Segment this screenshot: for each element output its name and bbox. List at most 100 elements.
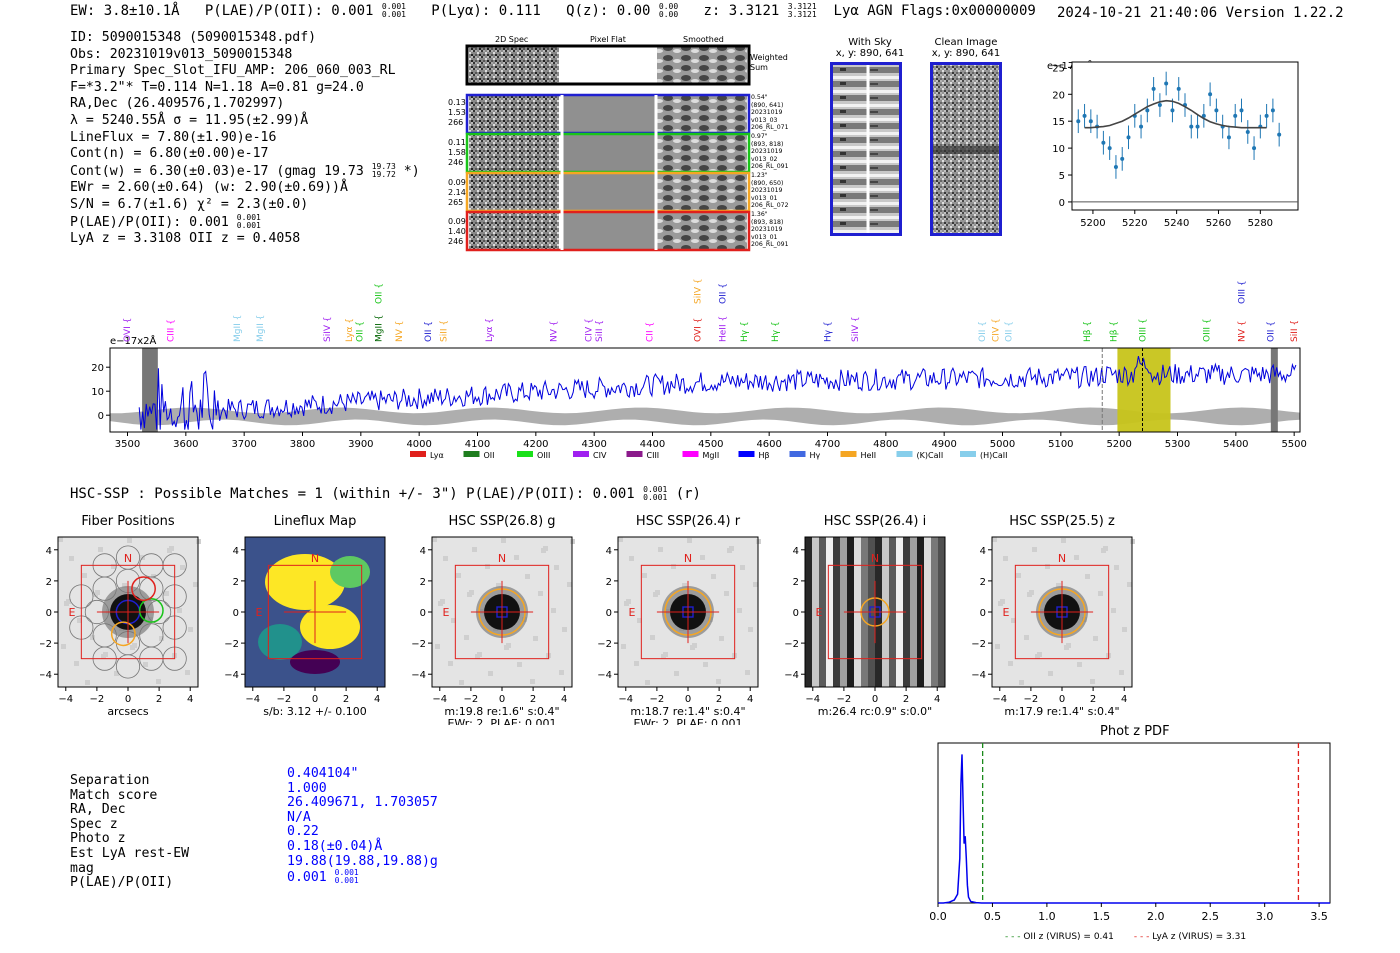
spectrum-line-label: OIII { xyxy=(1238,280,1248,304)
line-fit-point xyxy=(1107,146,1112,151)
hsc-noise-pixel xyxy=(167,548,172,553)
info-ewr: EWr = 2.60(±0.64) (w: 2.90(±0.69))Å xyxy=(70,180,348,196)
hsc-noise-pixel xyxy=(472,547,477,552)
line-fit-point xyxy=(1270,108,1275,113)
hsc-noise-pixel xyxy=(1127,582,1132,587)
hsc-xtick-label: 4 xyxy=(1121,694,1127,705)
photz-pdf-line xyxy=(938,754,1330,904)
spectrum-xtick-label: 3800 xyxy=(290,439,315,450)
spectrum-legend-swatch xyxy=(738,451,755,457)
fiber-secondary xyxy=(138,598,164,623)
spectrum-xtick-label: 4500 xyxy=(698,439,723,450)
hsc-i-stripe xyxy=(812,537,819,687)
hsc-noise-pixel xyxy=(114,671,119,676)
cutout-row-1 xyxy=(465,93,751,135)
match-value-ew: 0.18(±0.04)Å xyxy=(287,838,383,854)
hsc-caption-2: EWr: 2, PLAE: 0.001 xyxy=(633,717,742,725)
spectrum-line-label: SiII { xyxy=(440,320,450,342)
hsc-xtick-label: 0 xyxy=(499,694,505,705)
info-block: ID: 5090015348 (5090015348.pdf) Obs: 202… xyxy=(70,30,420,248)
spectrum-xtick-label: 4300 xyxy=(581,439,606,450)
hsc-i-stripe xyxy=(819,537,826,687)
hsc-noise-pixel xyxy=(559,670,564,675)
hsc-noise-pixel xyxy=(645,680,650,685)
hsc-noise-pixel xyxy=(1032,547,1037,552)
hsc-noise-pixel xyxy=(624,601,629,606)
header-qz: Q(z): 0.00 xyxy=(566,3,651,19)
hsc-noise-pixel xyxy=(432,537,437,542)
spectrum-line-label: Lyα { xyxy=(345,318,355,342)
hsc-xtick-label: 2 xyxy=(530,694,536,705)
hsc-xtick-label: −4 xyxy=(992,694,1007,705)
east-label: E xyxy=(629,606,636,619)
info-id: ID: 5090015348 (5090015348.pdf) xyxy=(70,30,317,45)
hsc-noise-pixel xyxy=(727,548,732,553)
spectrum-xtick-label: 5100 xyxy=(1048,439,1073,450)
hsc-xtick-label: 2 xyxy=(343,694,349,705)
hsc-noise-pixel xyxy=(618,537,623,542)
hsc-ytick-label: 4 xyxy=(980,546,986,557)
hsc-xtick-label: 4 xyxy=(374,694,380,705)
fiber-third xyxy=(131,576,156,602)
cutout-stats-row-3: 0.09 2.14 265 xyxy=(448,178,466,207)
hsc-ytick-label: −4 xyxy=(411,670,426,681)
hsc-caption: s/b: 3.12 +/- 0.100 xyxy=(263,705,367,718)
info-lambda: λ = 5240.55Å σ = 11.95(±2.99)Å xyxy=(70,112,309,128)
cutout-meta-row-2: 0.97" (893, 818) 20231019 v013_02 206_RL_091 xyxy=(751,133,789,171)
match-values: 0.404104" 1.000 26.409671, 1.703057 N/A … xyxy=(287,766,438,886)
hsc-noise-pixel xyxy=(700,555,705,560)
header-plae-hi: 0.001 xyxy=(381,2,406,11)
spectrum-xtick-label: 4100 xyxy=(465,439,490,450)
cutout-stats-row-4: 0.09 1.40 246 xyxy=(448,217,466,246)
spectrum-xtick-label: 4200 xyxy=(523,439,548,450)
hsc-ytick-label: −2 xyxy=(971,639,986,650)
match-label-photoz: Photo z xyxy=(70,831,126,847)
hsc-noise-pixel xyxy=(1122,627,1127,632)
spectrum-xtick-label: 3700 xyxy=(231,439,256,450)
spectrum-legend-swatch xyxy=(626,451,643,457)
photz-frame xyxy=(937,742,1331,904)
photz-xtick-label: 1.5 xyxy=(1093,910,1111,923)
spectrum-xtick-label: 4700 xyxy=(815,439,840,450)
hsc-xtick-label: −2 xyxy=(1024,694,1039,705)
cutout-stats-row-2: 0.11 1.58 246 xyxy=(448,138,466,167)
hsc-noise-pixel xyxy=(637,618,642,623)
hsc-panels: Fiber Positions N E −4 −4 −2 −2 0 0 2 2 4 4 arcsecs Li… xyxy=(40,514,1135,725)
spectrum-line-label: SiIV { xyxy=(323,316,333,342)
spectrum-line-label: SiIV { xyxy=(851,316,861,342)
hsc-noise-pixel xyxy=(1098,591,1103,596)
spectrum-line-label: HeII { xyxy=(719,316,729,342)
line-fit-point xyxy=(1076,119,1081,124)
weighted-sum-flat xyxy=(559,46,657,84)
line-fit-point xyxy=(1264,113,1269,118)
match-label-separation: Separation xyxy=(70,773,150,788)
hsc-noise-pixel xyxy=(533,636,538,641)
hsc-noise-pixel xyxy=(143,662,148,667)
hsc-xtick-label: −4 xyxy=(618,694,633,705)
header-plya: P(Lyα): 0.111 xyxy=(431,3,541,19)
line-fit-xtick-label: 5220 xyxy=(1122,218,1147,229)
hsc-noise-pixel xyxy=(724,591,729,596)
spectrum-flux-line xyxy=(138,355,1297,430)
spectrum-line-label: Hβ { xyxy=(1083,321,1093,342)
spectrum-xtick-label: 3600 xyxy=(173,439,198,450)
photz-legend-oii: OII z (VIRUS) = 0.41 xyxy=(1023,932,1114,942)
hsc-i-stripe xyxy=(917,537,924,687)
hsc-ytick-label: −4 xyxy=(40,670,52,681)
line-fit-point xyxy=(1170,108,1175,113)
line-fit-unit: e−17x2Å xyxy=(1047,61,1094,72)
hsc-xtick-label: 2 xyxy=(903,694,909,705)
hsc-panel-title: HSC SSP(25.5) z xyxy=(1009,514,1115,529)
hsc-noise-pixel xyxy=(456,573,461,578)
spectrum-legend-label: HeII xyxy=(861,451,877,460)
spectrum-legend-swatch xyxy=(410,451,426,457)
weighted-sum-2dspec xyxy=(469,46,559,84)
line-fit-chart: 5200 5220 5240 5260 5280 0 5 10 15 20 25 xyxy=(1052,61,1299,229)
hsc-ytick-label: 4 xyxy=(606,546,612,557)
line-fit-point xyxy=(1101,140,1106,145)
spectrum-legend-label: Lyα xyxy=(430,451,444,460)
spectrum-line-label: NV { xyxy=(549,321,559,342)
spectrum-line-label: MgII { xyxy=(256,315,266,342)
hsc-ytick-label: 0 xyxy=(46,608,52,619)
hsc-ytick-label: 2 xyxy=(46,577,52,588)
